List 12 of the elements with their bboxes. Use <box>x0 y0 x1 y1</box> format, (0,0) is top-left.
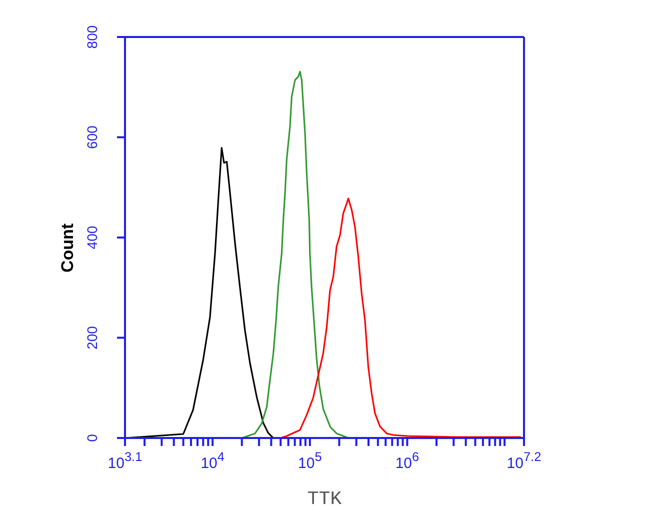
x-tick-label: 10$^{7.2}$ <box>506 448 542 472</box>
x-axis-title: TTK <box>307 488 342 510</box>
y-tick-label: 0 <box>84 434 100 442</box>
y-tick-label: 400 <box>84 226 100 250</box>
y-axis-title: Count <box>58 223 78 272</box>
x-tick-label: 10$^{4}$ <box>200 448 224 472</box>
y-tick-label: 600 <box>84 125 100 149</box>
x-tick-label: 10$^{3.1}$ <box>108 448 142 472</box>
x-tick-label: 10$^{6}$ <box>395 448 420 472</box>
x-tick-label: 10$^{5}$ <box>298 448 322 472</box>
y-tick-label: 800 <box>84 25 100 49</box>
y-tick-label: 200 <box>84 326 100 350</box>
